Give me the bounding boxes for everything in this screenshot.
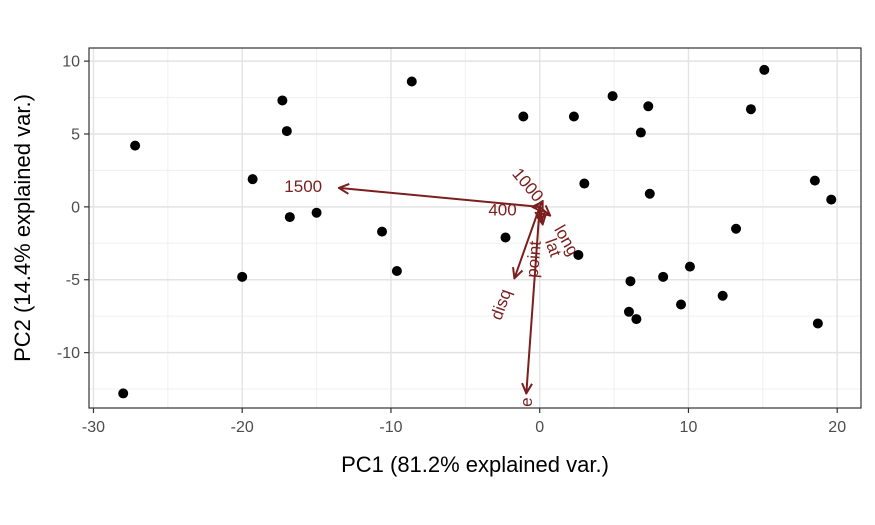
loading-arrow [339, 188, 540, 208]
data-point [731, 223, 742, 234]
y-tick-label: 10 [62, 54, 80, 71]
data-point [644, 188, 655, 199]
data-point [518, 111, 529, 122]
axis-ticks: -30 -20 -10 0 10 20 -10 -5 0 5 10 [57, 54, 846, 436]
x-tick-label: -20 [231, 419, 254, 436]
y-tick-label: -5 [66, 272, 80, 289]
scatter-points [118, 64, 837, 399]
y-axis-title: PC2 (14.4% explained var.) [10, 94, 35, 362]
data-point [759, 64, 770, 75]
x-tick-label: 0 [535, 419, 544, 436]
panel-border [88, 47, 862, 409]
data-point [391, 265, 402, 276]
data-point [684, 261, 695, 272]
grid-lines [89, 48, 861, 408]
x-tick-label: 20 [828, 419, 846, 436]
data-point [631, 314, 642, 325]
vector-label: 1500 [284, 177, 322, 196]
vector-label: point [523, 240, 545, 279]
y-tick-label: -10 [57, 345, 80, 362]
data-point [658, 271, 669, 282]
data-point [812, 318, 823, 329]
data-point [635, 127, 646, 138]
data-point [676, 299, 687, 310]
loading-arrow [514, 206, 541, 278]
data-point [568, 111, 579, 122]
data-point [643, 101, 654, 112]
data-point [237, 271, 248, 282]
x-tick-label: 10 [680, 419, 698, 436]
vector-label: e [517, 397, 536, 406]
vector-label: 400 [488, 200, 516, 219]
data-point [500, 232, 511, 243]
data-point [625, 276, 636, 287]
data-point [118, 388, 129, 399]
data-point [406, 76, 417, 87]
y-tick-label: 0 [71, 199, 80, 216]
data-point [284, 212, 295, 223]
data-point [311, 207, 322, 218]
data-point [573, 249, 584, 260]
data-point [130, 140, 141, 151]
data-point [607, 91, 618, 102]
data-point [623, 306, 634, 317]
data-point [826, 194, 837, 205]
data-point [745, 104, 756, 115]
data-point [717, 290, 728, 301]
x-tick-label: -10 [379, 419, 402, 436]
y-tick-label: 5 [71, 126, 80, 143]
data-point [281, 126, 292, 137]
data-point [579, 178, 590, 189]
x-tick-label: -30 [82, 419, 105, 436]
data-point [247, 174, 258, 185]
data-point [277, 95, 288, 106]
data-point [377, 226, 388, 237]
data-point [809, 175, 820, 186]
panel-background [89, 48, 861, 408]
vector-label: lat [541, 236, 565, 260]
loading-arrow [526, 206, 541, 394]
x-axis-title: PC1 (81.2% explained var.) [341, 452, 609, 477]
